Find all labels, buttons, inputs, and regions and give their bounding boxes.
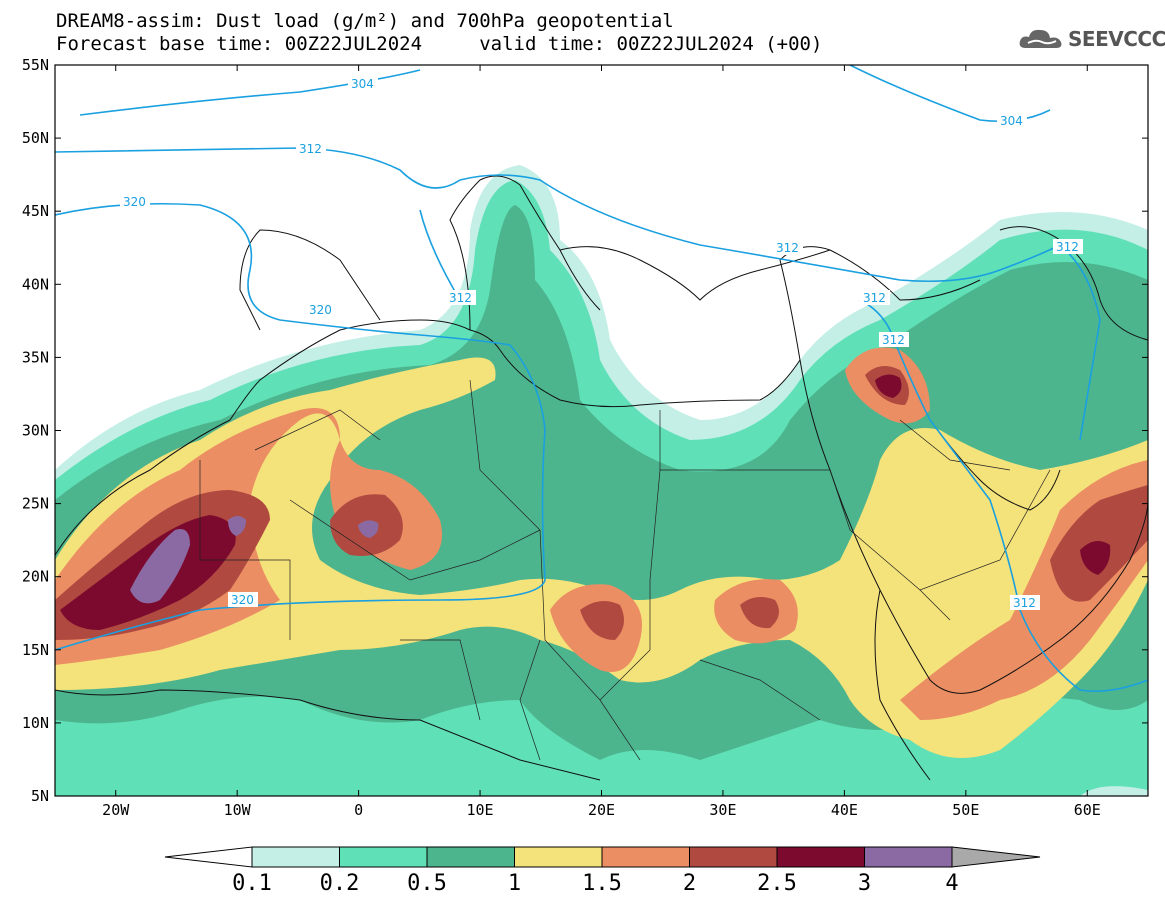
contour-label: 320: [123, 195, 146, 209]
longitude-axis: 20W 10W 0 10E 20E 30E 40E 50E 60E: [102, 65, 1101, 819]
colorbar-segment: [514, 846, 603, 868]
colorbar-segment: [776, 846, 865, 868]
colorbar-segment: [601, 846, 690, 868]
lat-tick-label: 20N: [22, 568, 49, 586]
dust-band-1: [55, 357, 1148, 758]
colorbar-segment: [426, 846, 515, 868]
dust-band-2-sudan: [740, 596, 779, 629]
latitude-axis: 55N 50N 45N 40N 35N 30N 25N 20N 15N 10N 5N: [22, 56, 1148, 805]
lon-tick-label: 50E: [952, 801, 979, 819]
colorbar: 0.1 0.2 0.5 1 1.5 2 2.5 3 4: [164, 846, 1041, 896]
contour-label: 320: [231, 593, 254, 607]
lat-tick-label: 5N: [31, 787, 49, 805]
lat-tick-label: 15N: [22, 641, 49, 659]
lat-tick-label: 55N: [22, 56, 49, 74]
contour-label: 320: [309, 303, 332, 317]
colorbar-max-arrow: [951, 846, 1041, 868]
dust-band-3-algeria: [358, 520, 379, 538]
colorbar-label: 0.2: [320, 871, 360, 896]
colorbar-segment: [864, 846, 953, 868]
map-title: DREAM8-assim: Dust load (g/m²) and 700hP…: [56, 10, 674, 32]
lon-tick-label: 40E: [831, 801, 858, 819]
contour-label: 304: [351, 77, 374, 91]
colorbar-segment: [689, 846, 778, 868]
lon-tick-label: 10E: [467, 801, 494, 819]
lat-tick-label: 50N: [22, 129, 49, 147]
colorbar-segment: [251, 846, 340, 868]
lon-tick-label: 30E: [709, 801, 736, 819]
lon-tick-label: 20E: [588, 801, 615, 819]
dust-band-2-chad: [580, 601, 624, 640]
colorbar-segment: [339, 846, 428, 868]
colorbar-label: 1: [508, 871, 521, 896]
cloud-icon: [1019, 29, 1062, 48]
lat-tick-label: 30N: [22, 422, 49, 440]
lon-tick-label: 0: [354, 801, 363, 819]
coastlines: [55, 175, 1148, 781]
contour-label: 312: [299, 142, 322, 156]
contour-label: 312: [863, 291, 886, 305]
lat-tick-label: 25N: [22, 495, 49, 513]
colorbar-label: 3: [858, 871, 871, 896]
colorbar-label: 2: [683, 871, 696, 896]
lon-tick-label: 20W: [102, 801, 130, 819]
contour-label: 312: [882, 333, 905, 347]
colorbar-min-arrow: [164, 846, 253, 868]
contour-label: 312: [1013, 596, 1036, 610]
contour-label: 312: [1056, 240, 1079, 254]
lon-tick-label: 10W: [224, 801, 252, 819]
dust-band-3-mauritania: [228, 516, 246, 536]
contour-label: 304: [1000, 114, 1023, 128]
lat-tick-label: 40N: [22, 275, 49, 293]
dust-field: [55, 65, 1148, 796]
colorbar-label: 4: [945, 871, 958, 896]
logo-text: SEEVCCC: [1068, 27, 1165, 51]
lat-tick-label: 45N: [22, 202, 49, 220]
dust-band-3: [130, 529, 190, 604]
contour-label: 312: [449, 291, 472, 305]
contour-label: 312: [776, 241, 799, 255]
colorbar-label: 2.5: [757, 871, 797, 896]
lon-tick-label: 60E: [1074, 801, 1101, 819]
country-borders: [199, 379, 1051, 761]
map-subtitle: Forecast base time: 00Z22JUL2024 valid t…: [56, 33, 823, 55]
seevccc-logo: SEEVCCC: [1018, 26, 1165, 52]
lat-tick-label: 35N: [22, 348, 49, 366]
dust-band-2-5-iraq: [875, 374, 902, 398]
lat-tick-label: 10N: [22, 714, 49, 732]
colorbar-label: 1.5: [582, 871, 622, 896]
contour-label-group: 304 312 320 312 312 312 320 320 312 312 …: [120, 76, 1083, 610]
colorbar-label: 0.5: [407, 871, 447, 896]
dust-band-2-5-oman: [1080, 541, 1111, 575]
colorbar-label: 0.1: [232, 871, 272, 896]
